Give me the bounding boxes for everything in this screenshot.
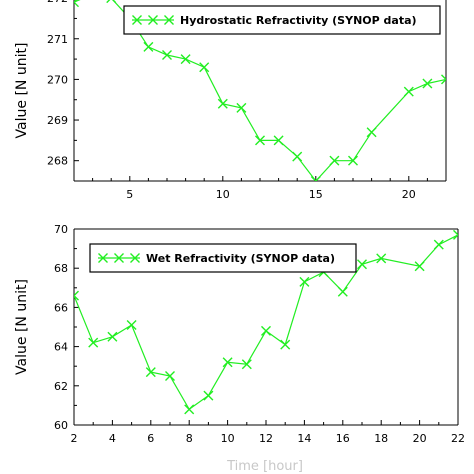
- x-tick-label: 10: [216, 188, 230, 201]
- x-tick-label: 4: [109, 432, 116, 445]
- data-point-marker-1: [88, 337, 99, 348]
- legend: Wet Refractivity (SYNOP data): [89, 243, 357, 273]
- y-tick-label: 268: [47, 155, 68, 168]
- legend-label: Hydrostatic Refractivity (SYNOP data): [180, 14, 417, 27]
- data-point-marker-8: [217, 98, 228, 109]
- x-tick-label: 12: [259, 432, 273, 445]
- data-point-marker-legend-0: [98, 253, 108, 263]
- hydrostatic-panel: 268 269 270 271 272 5 10 15 20 Value [N unit] Hydr…: [14, 0, 447, 201]
- data-point-marker-4: [143, 41, 154, 52]
- data-point-marker-0: [74, 0, 79, 8]
- data-point-marker-12: [299, 276, 310, 287]
- y-tick-label: 68: [54, 262, 68, 275]
- y-axis-label: Value [N unit]: [14, 279, 30, 375]
- data-point-marker-16: [376, 253, 387, 264]
- data-point-marker-11: [280, 339, 291, 350]
- x-tick-label: 5: [126, 188, 133, 201]
- data-point-marker-18: [433, 239, 444, 250]
- x-axis-label: Time [hour]: [226, 459, 303, 474]
- data-point-marker-legend-0: [132, 15, 142, 25]
- data-point-marker-10: [255, 135, 265, 146]
- data-point-marker-3: [126, 320, 137, 331]
- data-point-marker-12: [292, 151, 303, 162]
- legend-label: Wet Refractivity (SYNOP data): [146, 252, 335, 265]
- data-point-marker-legend-1: [148, 15, 158, 25]
- y-tick-label: 271: [47, 33, 68, 46]
- y-tick-label: 272: [47, 0, 68, 5]
- data-point-marker-18: [422, 78, 433, 89]
- data-point-marker-4: [145, 367, 156, 378]
- y-tick-label: 70: [54, 223, 68, 236]
- x-tick-label: 6: [147, 432, 154, 445]
- data-point-marker-9: [241, 359, 252, 370]
- data-point-marker-14: [337, 286, 348, 297]
- data-point-marker-7: [199, 62, 210, 73]
- data-point-marker-0: [74, 290, 79, 301]
- data-point-marker-10: [261, 325, 271, 336]
- x-tick-label: 22: [451, 432, 465, 445]
- data-point-marker-13: [310, 176, 321, 181]
- x-tick-label: 18: [374, 432, 388, 445]
- data-point-marker-8: [222, 357, 233, 368]
- data-point-marker-2: [107, 331, 118, 342]
- data-point-marker-5: [165, 371, 175, 381]
- data-point-marker-5: [162, 50, 172, 61]
- data-point-marker-16: [366, 127, 377, 138]
- x-tick-label: 8: [186, 432, 193, 445]
- data-point-marker-6: [184, 404, 195, 415]
- data-point-marker-19: [441, 74, 446, 85]
- legend-box: [123, 5, 441, 35]
- y-tick-label: 60: [54, 419, 68, 432]
- y-tick-label: 270: [47, 73, 68, 86]
- y-tick-label: 62: [54, 380, 68, 393]
- legend: Hydrostatic Refractivity (SYNOP data): [123, 5, 441, 35]
- data-point-marker-legend-2: [130, 253, 140, 263]
- x-tick-label: 20: [402, 188, 416, 201]
- x-tick-label: 10: [221, 432, 235, 445]
- data-point-marker-11: [273, 135, 284, 146]
- data-point-marker-19: [453, 229, 458, 240]
- y-tick-label: 269: [47, 114, 68, 127]
- x-tick-label: 14: [297, 432, 311, 445]
- data-point-marker-17: [403, 86, 414, 97]
- x-tick-label: 16: [336, 432, 350, 445]
- data-point-marker-6: [180, 54, 191, 65]
- data-point-marker-legend-2: [164, 15, 174, 25]
- data-point-marker-legend-1: [114, 253, 124, 263]
- x-tick-label: 20: [413, 432, 427, 445]
- y-tick-label: 64: [54, 341, 68, 354]
- data-point-marker-9: [236, 102, 247, 113]
- y-tick-label: 66: [54, 301, 68, 314]
- data-point-marker-7: [203, 390, 214, 401]
- series-line: [74, 234, 458, 411]
- data-point-marker-15: [357, 259, 367, 270]
- x-tick-label: 15: [309, 188, 323, 201]
- data-point-marker-2: [106, 0, 117, 4]
- data-point-marker-14: [329, 155, 340, 166]
- data-point-marker-17: [414, 261, 425, 272]
- data-point-marker-15: [348, 155, 358, 166]
- y-axis-label: Value [N unit]: [14, 43, 30, 139]
- x-tick-label: 2: [71, 432, 78, 445]
